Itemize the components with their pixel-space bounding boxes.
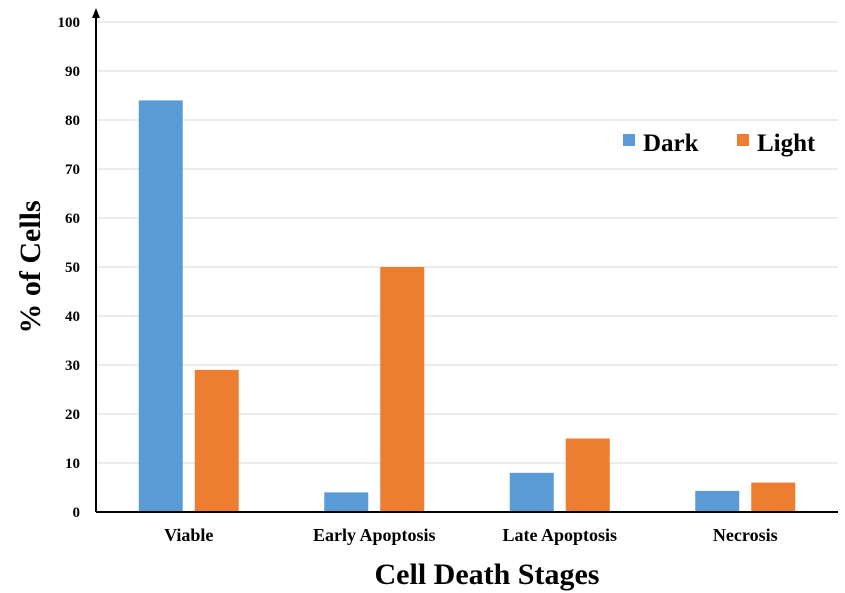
bar-light-late-apoptosis xyxy=(565,438,610,512)
bar-light-viable xyxy=(194,369,239,512)
category-label: Early Apoptosis xyxy=(313,525,436,545)
legend-label-dark: Dark xyxy=(643,130,699,157)
y-tick-label: 70 xyxy=(65,162,80,178)
category-label: Late Apoptosis xyxy=(502,525,617,545)
bar-dark-necrosis xyxy=(695,490,740,512)
y-tick-label: 60 xyxy=(65,211,80,227)
y-tick-label: 30 xyxy=(65,358,80,374)
y-tick-label: 50 xyxy=(65,260,80,276)
x-axis-label: Cell Death Stages xyxy=(375,558,600,591)
y-tick-label: 100 xyxy=(58,15,81,31)
y-tick-labels: 0 10 20 30 40 50 60 70 80 90 100 xyxy=(58,15,81,521)
y-tick-label: 20 xyxy=(65,407,80,423)
legend-label-light: Light xyxy=(757,130,816,157)
y-axis-arrow xyxy=(92,8,100,18)
category-label: Necrosis xyxy=(713,525,778,545)
bars xyxy=(138,100,796,513)
legend: Dark Light xyxy=(623,130,816,157)
y-tick-label: 10 xyxy=(65,456,80,472)
bar-dark-viable xyxy=(138,100,183,513)
y-tick-label: 40 xyxy=(65,309,80,325)
y-tick-label: 80 xyxy=(65,113,80,129)
category-label: Viable xyxy=(164,525,213,545)
bar-light-early-apoptosis xyxy=(380,267,425,512)
y-tick-label: 90 xyxy=(65,64,80,80)
category-labels: Viable Early Apoptosis Late Apoptosis Necro… xyxy=(164,525,778,545)
bar-light-necrosis xyxy=(751,482,796,512)
y-tick-label: 0 xyxy=(73,505,81,521)
legend-swatch-dark xyxy=(623,134,635,146)
legend-swatch-light xyxy=(737,134,749,146)
y-axis-label: % of Cells xyxy=(14,200,47,333)
bar-dark-early-apoptosis xyxy=(324,492,369,512)
bar-dark-late-apoptosis xyxy=(509,472,554,512)
